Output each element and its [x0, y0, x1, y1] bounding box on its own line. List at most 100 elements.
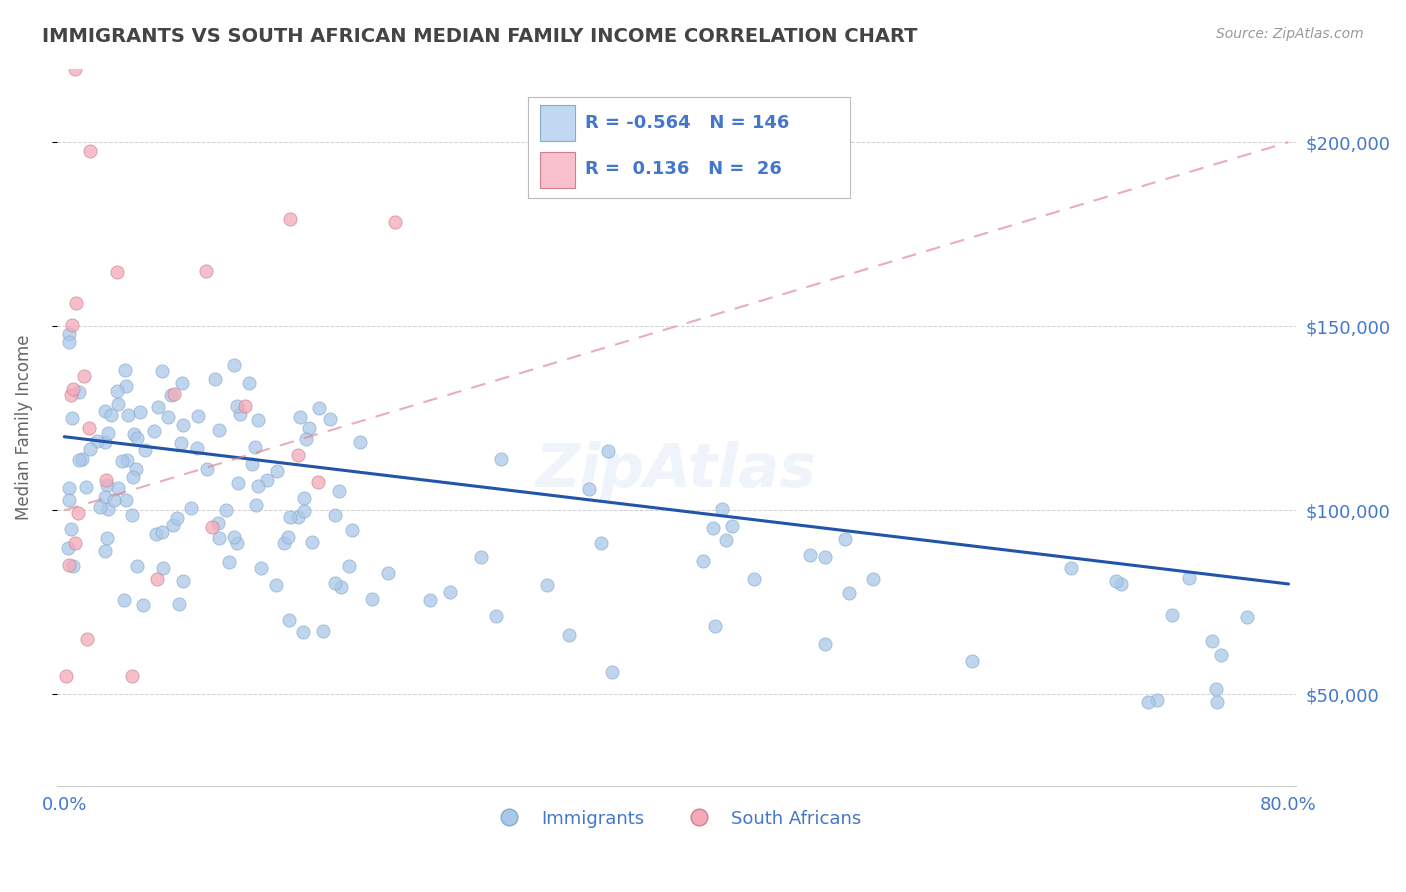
Point: [94, 490, 117, 504]
Text: Source: ZipAtlas.com: Source: ZipAtlas.com: [1216, 27, 1364, 41]
Point: [60, 387, 83, 401]
Point: [323, 575, 346, 590]
Point: [238, 376, 260, 390]
Text: R = -0.564   N = 146: R = -0.564 N = 146: [585, 114, 789, 132]
Point: [292, 504, 315, 518]
Point: [121, 508, 143, 523]
Point: [340, 524, 363, 538]
Point: [247, 413, 270, 427]
Point: [292, 491, 315, 506]
Legend: Immigrants, South Africans: Immigrants, South Africans: [484, 803, 869, 835]
Point: [1205, 681, 1227, 696]
Point: [742, 572, 765, 586]
Point: [162, 518, 184, 533]
Point: [112, 593, 135, 607]
Point: [311, 624, 333, 638]
Point: [86, 434, 108, 449]
Point: [127, 431, 149, 445]
Point: [195, 462, 218, 476]
Point: [266, 578, 288, 592]
Point: [278, 211, 301, 226]
Point: [204, 372, 226, 386]
Point: [160, 388, 183, 402]
Point: [215, 503, 238, 517]
Point: [170, 376, 193, 391]
Point: [150, 364, 173, 378]
Point: [692, 554, 714, 568]
Point: [721, 519, 744, 533]
Point: [207, 516, 229, 530]
Point: [600, 665, 623, 679]
Point: [245, 440, 267, 454]
Point: [89, 500, 111, 514]
Point: [58, 326, 80, 341]
Point: [100, 408, 122, 422]
Point: [295, 432, 318, 446]
Point: [287, 448, 309, 462]
Point: [186, 442, 208, 456]
Point: [55, 669, 77, 683]
Point: [711, 502, 734, 516]
Point: [148, 400, 170, 414]
Point: [233, 399, 256, 413]
Point: [56, 541, 79, 555]
Point: [103, 493, 125, 508]
Point: [194, 264, 217, 278]
Point: [1060, 561, 1083, 575]
Point: [799, 548, 821, 562]
Point: [114, 492, 136, 507]
Point: [470, 549, 492, 564]
Point: [60, 411, 83, 425]
Text: R =  0.136   N =  26: R = 0.136 N = 26: [585, 160, 782, 178]
Point: [1209, 648, 1232, 663]
Point: [704, 619, 727, 633]
Point: [814, 637, 837, 651]
Point: [277, 530, 299, 544]
Text: ZipAtlas: ZipAtlas: [536, 441, 817, 500]
Point: [218, 555, 240, 569]
Point: [79, 442, 101, 457]
Point: [96, 501, 118, 516]
Text: IMMIGRANTS VS SOUTH AFRICAN MEDIAN FAMILY INCOME CORRELATION CHART: IMMIGRANTS VS SOUTH AFRICAN MEDIAN FAMIL…: [42, 27, 918, 45]
Point: [862, 572, 884, 586]
Point: [114, 379, 136, 393]
Point: [307, 475, 329, 489]
Point: [63, 536, 86, 550]
Point: [94, 543, 117, 558]
Point: [111, 454, 134, 468]
Point: [62, 559, 84, 574]
Point: [384, 215, 406, 229]
Point: [97, 426, 120, 441]
Point: [132, 598, 155, 612]
Point: [94, 404, 117, 418]
Point: [319, 411, 342, 425]
Point: [146, 572, 169, 586]
Point: [439, 585, 461, 599]
Point: [229, 408, 252, 422]
Point: [73, 368, 96, 383]
Point: [105, 265, 128, 279]
Point: [377, 566, 399, 581]
Point: [79, 145, 101, 159]
Point: [58, 481, 80, 495]
Point: [172, 574, 194, 588]
Point: [960, 654, 983, 668]
Point: [172, 417, 194, 432]
Point: [246, 479, 269, 493]
Point: [256, 473, 278, 487]
Point: [337, 559, 360, 574]
FancyBboxPatch shape: [527, 97, 849, 198]
Point: [96, 531, 118, 545]
Point: [96, 473, 118, 487]
Point: [702, 521, 724, 535]
Point: [77, 421, 100, 435]
Point: [308, 401, 330, 415]
Point: [58, 492, 80, 507]
Point: [222, 359, 245, 373]
Point: [208, 531, 231, 545]
Y-axis label: Median Family Income: Median Family Income: [15, 334, 32, 520]
Point: [201, 520, 224, 534]
Point: [117, 452, 139, 467]
Point: [76, 632, 98, 647]
Point: [65, 296, 87, 310]
